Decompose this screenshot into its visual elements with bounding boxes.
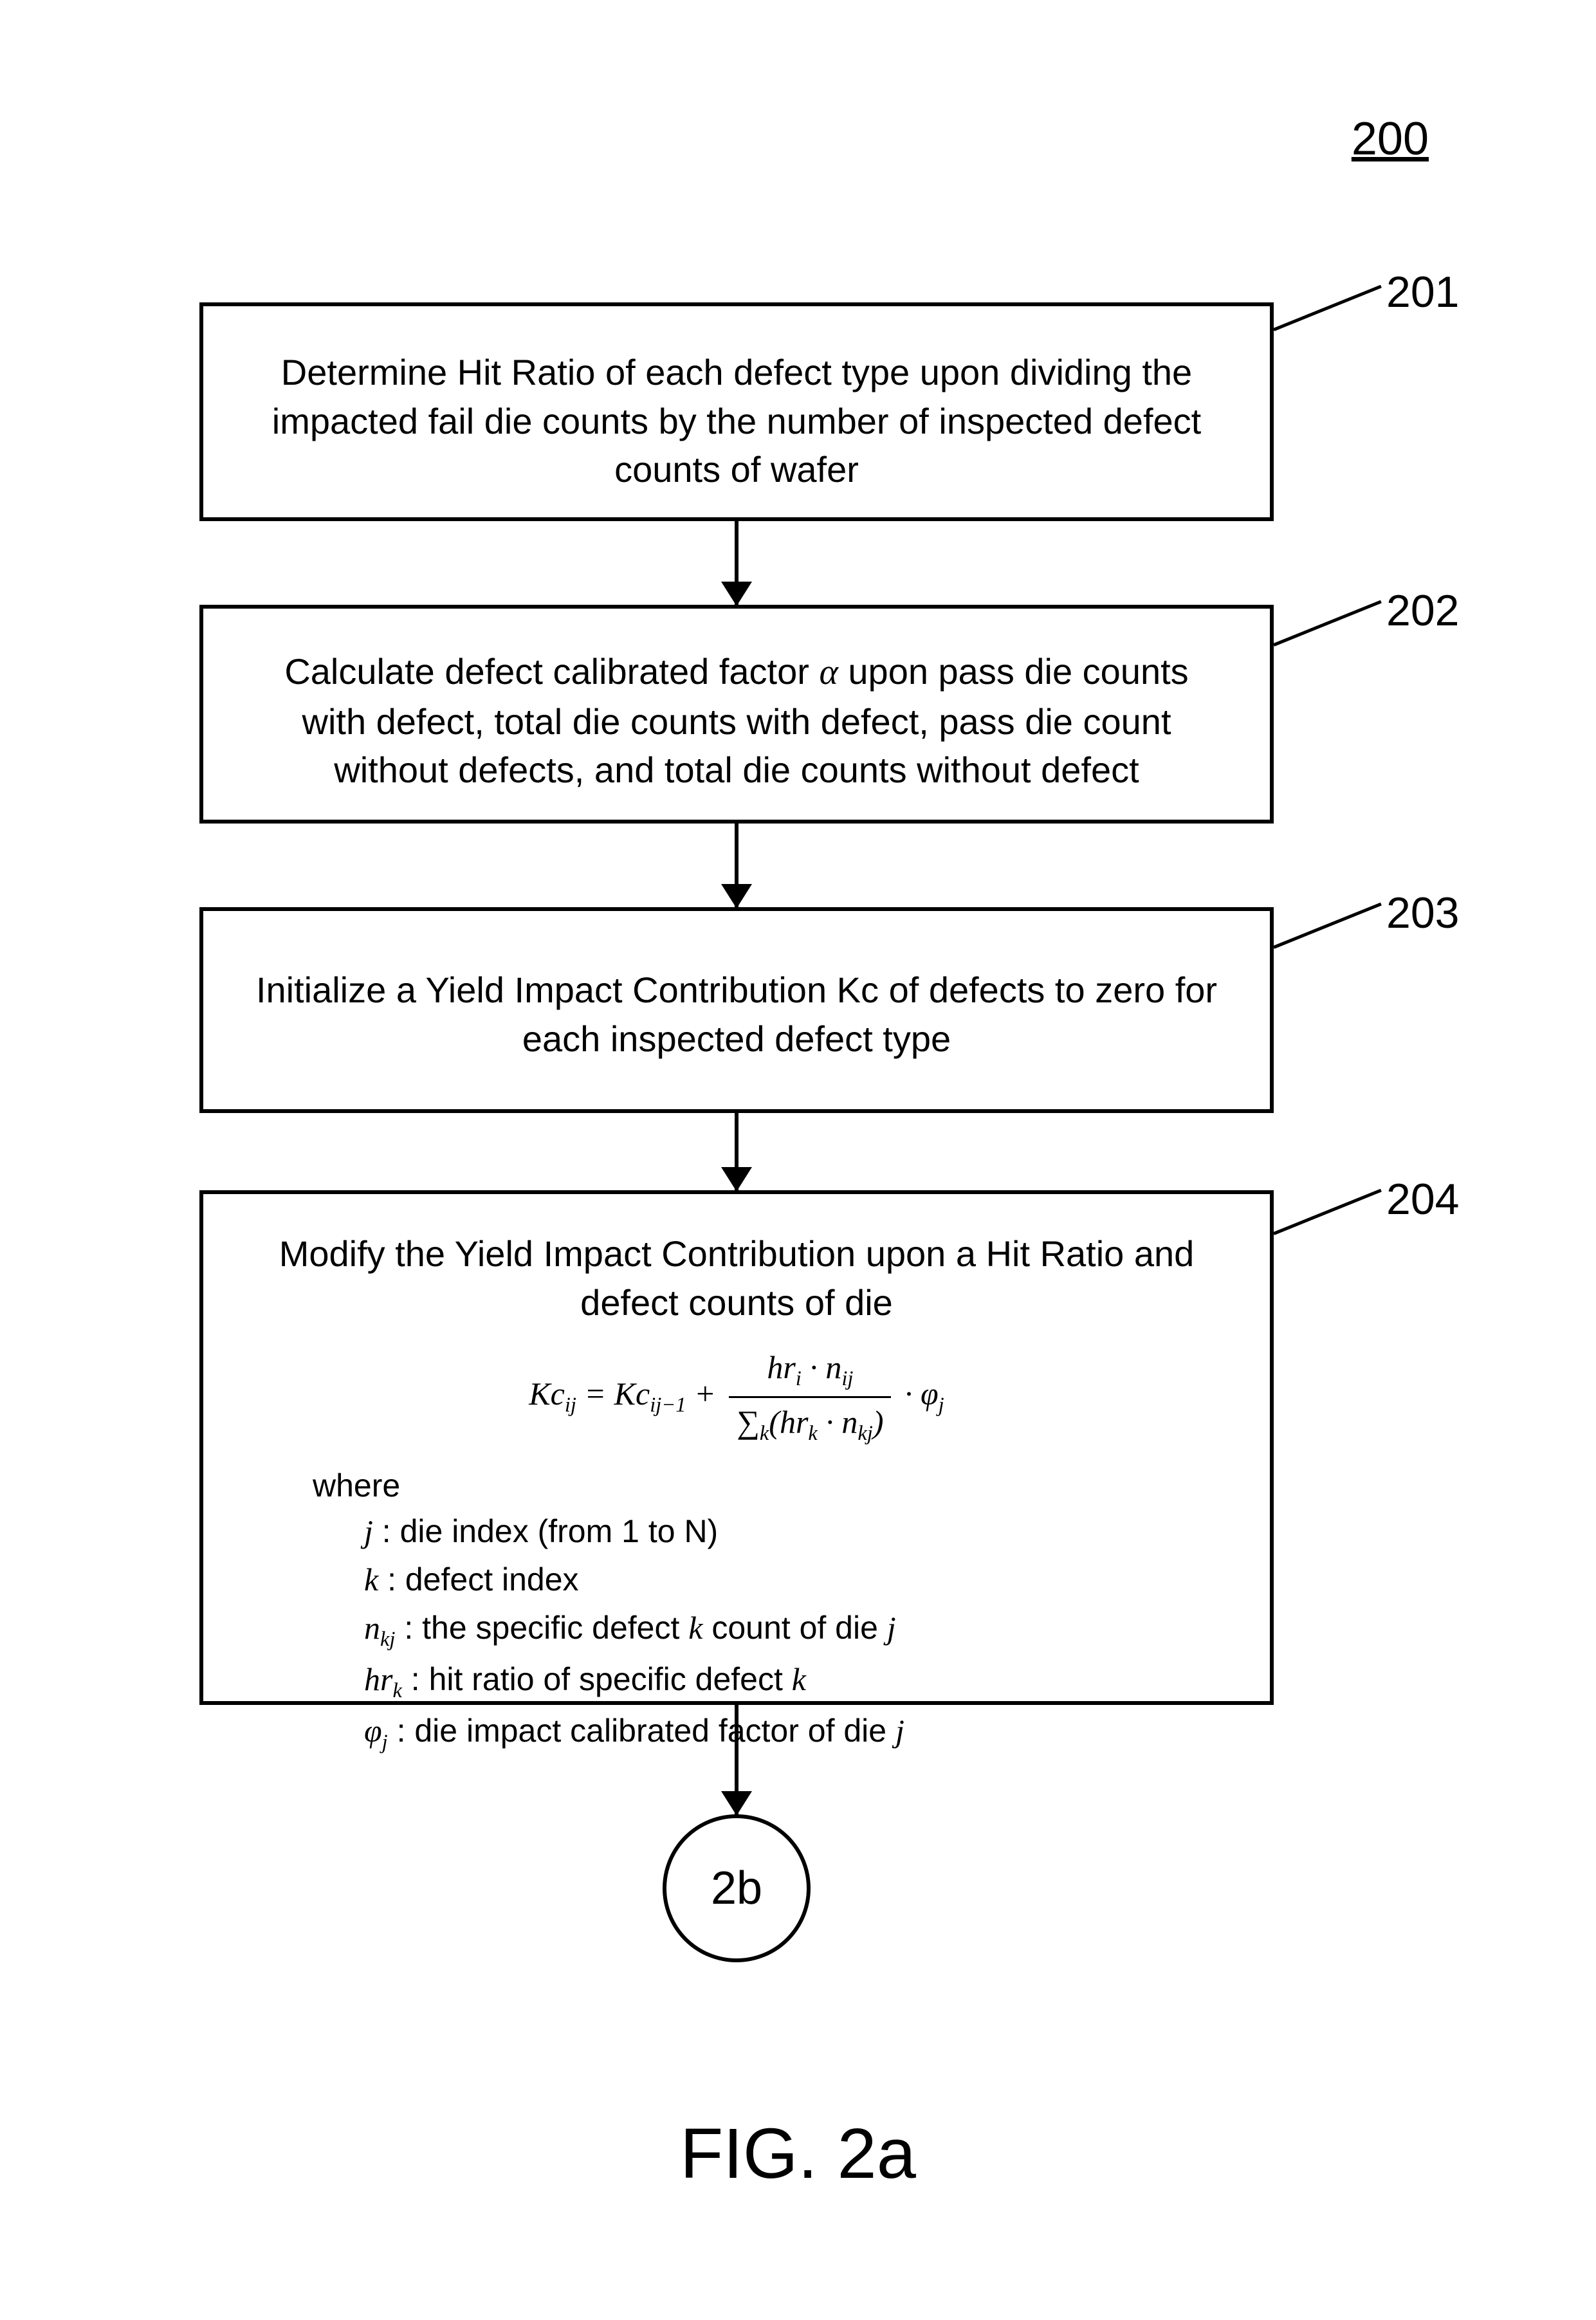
def-nkj: nkj : the specific defect k count of die… [364,1604,1225,1655]
ref-label-203: 203 [1386,888,1459,938]
connector-wrap: 2b [199,1814,1274,1962]
arrow-2 [735,824,738,907]
ref-leader-203 [1273,903,1382,949]
step-2-text-pre: Calculate defect calibrated factor [284,651,819,692]
arrow-1 [735,521,738,605]
def-j: j : die index (from 1 to N) [364,1507,1225,1556]
arrow-2-wrap [199,824,1274,907]
formula-plus: + [686,1376,724,1412]
def-phi: φj : die impact calibrated factor of die… [364,1707,1225,1758]
formula-dot2: · [896,1376,921,1412]
page-number: 200 [1352,113,1429,165]
step-box-initialize-kc: Initialize a Yield Impact Contribution K… [199,907,1274,1113]
off-page-connector: 2b [663,1814,811,1962]
arrow-3 [735,1113,738,1190]
arrow-3-wrap [199,1113,1274,1190]
formula-eq: = [576,1376,614,1412]
ref-label-201: 201 [1386,267,1459,317]
ref-leader-201 [1273,285,1382,331]
ref-label-202: 202 [1386,585,1459,636]
flowchart-container: Determine Hit Ratio of each defect type … [199,302,1396,1962]
formula-fraction: hri · nij∑k(hrk · nkj) [729,1346,891,1448]
step-box-hit-ratio: Determine Hit Ratio of each defect type … [199,302,1274,521]
formula: Kcij = Kcij−1 + hri · nij∑k(hrk · nkj) ·… [248,1346,1225,1448]
step-3-text: Initialize a Yield Impact Contribution K… [256,970,1217,1059]
where-label: where [248,1464,1225,1508]
formula-lhs: Kcij [529,1376,576,1412]
ref-leader-204 [1273,1189,1382,1235]
step-box-modify-kc: Modify the Yield Impact Contribution upo… [199,1190,1274,1705]
formula-tail: φj [921,1376,944,1412]
step-2-alpha: α [819,652,838,692]
formula-t1: Kcij−1 [614,1376,686,1412]
step-box-calibrated-factor: Calculate defect calibrated factor α upo… [199,605,1274,824]
step-4-title: Modify the Yield Impact Contribution upo… [248,1229,1225,1327]
step-1-text: Determine Hit Ratio of each defect type … [272,352,1201,490]
def-k: k : defect index [364,1556,1225,1604]
def-hrk: hrk : hit ratio of specific defect k [364,1655,1225,1707]
arrow-1-wrap [199,521,1274,605]
arrow-4 [735,1705,738,1814]
ref-label-204: 204 [1386,1174,1459,1224]
figure-caption: FIG. 2a [0,2113,1596,2195]
ref-leader-202 [1273,600,1382,647]
